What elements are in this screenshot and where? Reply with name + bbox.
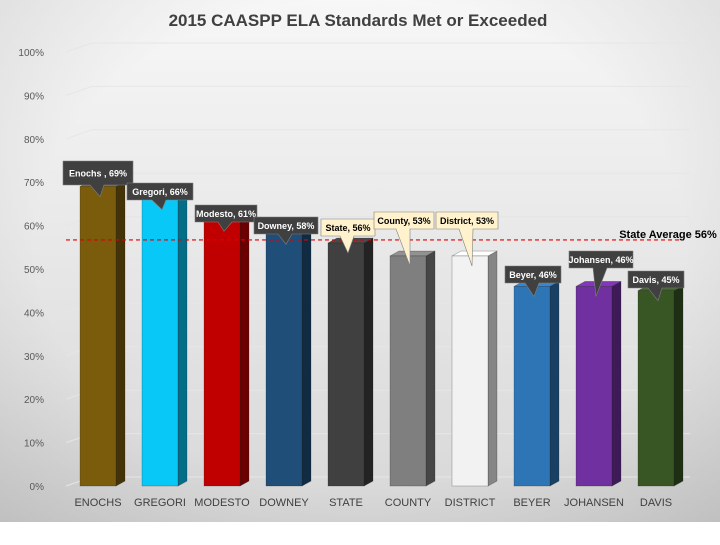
x-tick-label: DOWNEY bbox=[259, 497, 309, 509]
y-tick-label: 80% bbox=[24, 135, 44, 146]
x-tick-label: DAVIS bbox=[640, 497, 672, 509]
x-tick-label: MODESTO bbox=[194, 497, 250, 509]
gridline-diag bbox=[65, 85, 93, 96]
callout-label: County, 53% bbox=[377, 216, 430, 226]
bar-front bbox=[637, 290, 675, 487]
y-tick-label: 30% bbox=[24, 352, 44, 363]
callout-label: Johansen, 46% bbox=[568, 255, 633, 265]
callout-label: Davis, 45% bbox=[632, 275, 679, 285]
callout-bubble bbox=[253, 216, 319, 245]
y-tick-label: 100% bbox=[18, 48, 44, 59]
bar-downey bbox=[265, 228, 312, 487]
callout-bubble bbox=[62, 160, 134, 198]
bar-district bbox=[451, 250, 498, 487]
y-tick-label: 40% bbox=[24, 308, 44, 319]
callout-label: Downey, 58% bbox=[258, 221, 315, 231]
bar-side bbox=[673, 285, 684, 487]
bar-front bbox=[203, 220, 241, 487]
callout-district: District, 53% bbox=[435, 211, 499, 267]
callouts: Enochs , 69% Gregori, 66% Modesto, 61%Down… bbox=[62, 160, 685, 302]
bar-side bbox=[239, 215, 250, 487]
callout-bubble bbox=[126, 182, 194, 211]
callout-bubble bbox=[373, 211, 435, 267]
y-tick-label: 70% bbox=[24, 178, 44, 189]
y-tick-label: 90% bbox=[24, 91, 44, 102]
bar-front bbox=[141, 199, 179, 487]
callout-bubble bbox=[568, 250, 634, 297]
callout-label: State, 56% bbox=[325, 223, 370, 233]
callout-downey: Downey, 58% bbox=[253, 216, 319, 245]
x-tick-label: GREGORI bbox=[134, 497, 186, 509]
bar-front bbox=[389, 255, 427, 487]
bar-front bbox=[79, 186, 117, 487]
gridline-diag bbox=[65, 129, 93, 140]
bar-front bbox=[451, 255, 489, 487]
bar-enochs bbox=[79, 181, 126, 487]
bar-front bbox=[265, 233, 303, 487]
x-tick-label: JOHANSEN bbox=[564, 497, 624, 509]
callout-gregori: Gregori, 66% bbox=[126, 182, 194, 211]
callout-bubble bbox=[194, 204, 258, 232]
bar-state bbox=[327, 237, 374, 487]
x-tick-label: STATE bbox=[329, 497, 363, 509]
x-axis-ticks: ENOCHS GREGORI MODESTO DOWNEY STATE COUNTY DIS… bbox=[74, 497, 672, 509]
callout-bubble bbox=[627, 270, 685, 302]
bar-front bbox=[327, 242, 365, 487]
y-axis-ticks: 0% 10% 20% 30% 40% 50% 60% 70% 80% 90% 100% bbox=[18, 48, 44, 493]
callout-davis: Davis, 45% bbox=[627, 270, 685, 302]
state-average-label: State Average 56% bbox=[619, 229, 717, 241]
bar-johansen bbox=[575, 280, 622, 487]
bar-side bbox=[549, 280, 560, 487]
x-tick-label: COUNTY bbox=[385, 497, 432, 509]
bar-davis bbox=[637, 285, 684, 487]
y-tick-label: 10% bbox=[24, 439, 44, 450]
bar-modesto bbox=[203, 215, 250, 487]
callout-label: Beyer, 46% bbox=[509, 270, 557, 280]
callout-label: Enochs , 69% bbox=[69, 169, 127, 179]
bar-front bbox=[513, 286, 551, 487]
bar-side bbox=[363, 237, 374, 487]
bar-county bbox=[389, 250, 436, 487]
bar-side bbox=[611, 280, 622, 487]
y-tick-label: 50% bbox=[24, 265, 44, 276]
bottom-strip bbox=[0, 522, 720, 540]
x-tick-label: BEYER bbox=[513, 497, 550, 509]
y-tick-label: 60% bbox=[24, 222, 44, 233]
callout-bubble bbox=[504, 265, 562, 298]
bar-front bbox=[575, 286, 613, 487]
y-tick-label: 0% bbox=[30, 482, 45, 493]
bar-side bbox=[301, 228, 312, 487]
x-tick-label: DISTRICT bbox=[445, 497, 496, 509]
callout-label: District, 53% bbox=[440, 216, 494, 226]
callout-johansen: Johansen, 46% bbox=[568, 250, 634, 297]
gridline-diag bbox=[65, 42, 93, 53]
x-tick-label: ENOCHS bbox=[74, 497, 121, 509]
bar-gregori bbox=[141, 194, 188, 487]
y-tick-label: 20% bbox=[24, 395, 44, 406]
callout-label: Modesto, 61% bbox=[196, 209, 256, 219]
callout-enochs: Enochs , 69% bbox=[62, 160, 134, 198]
callout-label: Gregori, 66% bbox=[132, 187, 188, 197]
bar-beyer bbox=[513, 280, 560, 487]
bar-side bbox=[177, 194, 188, 487]
callout-beyer: Beyer, 46% bbox=[504, 265, 562, 298]
bar-side bbox=[115, 181, 126, 487]
chart-title: 2015 CAASPP ELA Standards Met or Exceede… bbox=[169, 11, 548, 30]
callout-county: County, 53% bbox=[373, 211, 435, 267]
bars bbox=[79, 181, 684, 487]
callout-bubble bbox=[435, 211, 499, 267]
bar-side bbox=[425, 250, 436, 487]
callout-modesto: Modesto, 61% bbox=[194, 204, 258, 232]
bar-side bbox=[487, 250, 498, 487]
